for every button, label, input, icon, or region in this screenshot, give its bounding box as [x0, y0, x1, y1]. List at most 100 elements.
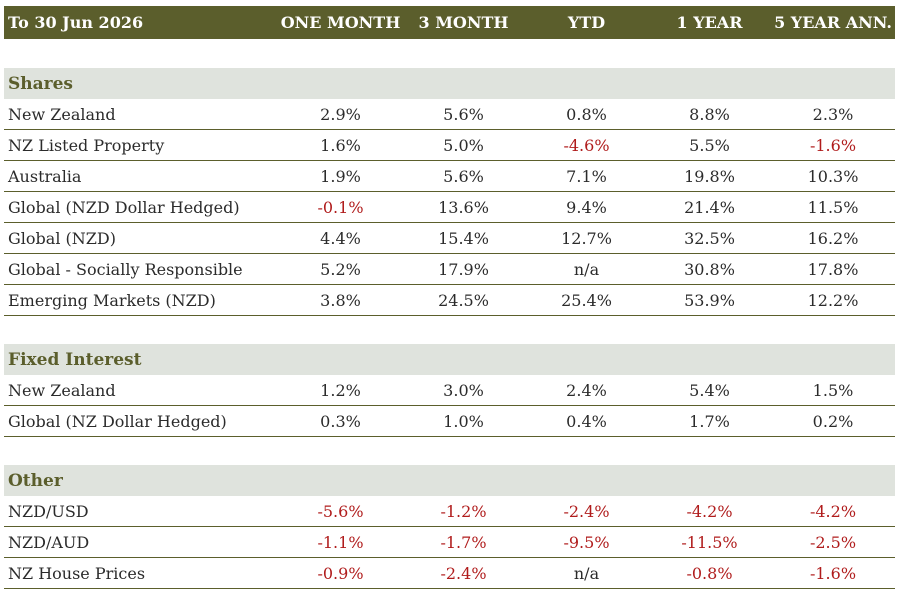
return-value-cell: 5.6%: [402, 99, 525, 130]
return-value-cell: -0.1%: [279, 191, 402, 223]
table-row: New Zealand 2.9% 5.6% 0.8% 8.8% 2.3%: [4, 99, 895, 130]
return-value-cell: 3.0%: [402, 375, 525, 406]
return-value-cell: 3.8%: [279, 284, 402, 316]
return-value-cell: -1.7%: [402, 526, 525, 558]
section-spacer: [4, 437, 895, 466]
return-value-cell: 15.4%: [402, 222, 525, 254]
row-label: Global (NZD Dollar Hedged): [4, 191, 279, 223]
section-spacer: [4, 316, 895, 345]
return-value-cell: 0.3%: [279, 405, 402, 437]
section-header-shares: Shares: [4, 68, 895, 99]
return-value-cell: -1.6%: [771, 129, 895, 161]
row-label: NZ House Prices: [4, 557, 279, 589]
return-value-cell: 2.3%: [771, 99, 895, 130]
row-label: New Zealand: [4, 375, 279, 406]
return-value-cell: 12.2%: [771, 284, 895, 316]
row-label: Australia: [4, 160, 279, 192]
row-label: Emerging Markets (NZD): [4, 284, 279, 316]
return-value-cell: -4.2%: [648, 496, 771, 527]
spacer-cell: [4, 316, 895, 345]
return-value-cell: -2.4%: [402, 557, 525, 589]
section-spacer: [4, 39, 895, 68]
table-row: Global (NZD Dollar Hedged) -0.1% 13.6% 9.4%…: [4, 191, 895, 223]
return-value-cell: 16.2%: [771, 222, 895, 254]
table-row: Global (NZ Dollar Hedged) 0.3% 1.0% 0.4% 1.7…: [4, 405, 895, 437]
return-value-cell: 5.4%: [648, 375, 771, 406]
column-header-1-year: 1 YEAR: [648, 6, 771, 39]
return-value-cell: 17.8%: [771, 253, 895, 285]
return-value-cell: 21.4%: [648, 191, 771, 223]
return-value-cell: 5.5%: [648, 129, 771, 161]
return-value-cell: -2.4%: [525, 496, 648, 527]
return-value-cell: -4.2%: [771, 496, 895, 527]
section-title: Fixed Interest: [4, 344, 895, 375]
row-label: Global - Socially Responsible: [4, 253, 279, 285]
period-date-label: To 30 Jun 2026: [4, 6, 279, 39]
return-value-cell: 13.6%: [402, 191, 525, 223]
table-row: Emerging Markets (NZD) 3.8% 24.5% 25.4% 53.9…: [4, 284, 895, 316]
table-row: NZ House Prices -0.9% -2.4% n/a -0.8% -1.6%: [4, 557, 895, 589]
return-value-cell: n/a: [525, 557, 648, 589]
return-value-cell: 0.4%: [525, 405, 648, 437]
return-value-cell: 12.7%: [525, 222, 648, 254]
spacer-cell: [4, 437, 895, 466]
section-header-fixed-interest: Fixed Interest: [4, 344, 895, 375]
column-header-5-year-ann: 5 YEAR ANN.: [771, 6, 895, 39]
row-label: NZD/USD: [4, 496, 279, 527]
return-value-cell: 5.0%: [402, 129, 525, 161]
return-value-cell: 19.8%: [648, 160, 771, 192]
return-value-cell: 1.2%: [279, 375, 402, 406]
return-value-cell: 30.8%: [648, 253, 771, 285]
row-label: Global (NZD): [4, 222, 279, 254]
column-header-3-month: 3 MONTH: [402, 6, 525, 39]
return-value-cell: -1.6%: [771, 557, 895, 589]
return-value-cell: 8.8%: [648, 99, 771, 130]
return-value-cell: 4.4%: [279, 222, 402, 254]
column-header-one-month: ONE MONTH: [279, 6, 402, 39]
row-label: New Zealand: [4, 99, 279, 130]
return-value-cell: -0.8%: [648, 557, 771, 589]
return-value-cell: 25.4%: [525, 284, 648, 316]
row-label: NZ Listed Property: [4, 129, 279, 161]
return-value-cell: n/a: [525, 253, 648, 285]
return-value-cell: 53.9%: [648, 284, 771, 316]
return-value-cell: 10.3%: [771, 160, 895, 192]
section-title: Shares: [4, 68, 895, 99]
return-value-cell: 11.5%: [771, 191, 895, 223]
return-value-cell: -9.5%: [525, 526, 648, 558]
table-row: NZD/USD -5.6% -1.2% -2.4% -4.2% -4.2%: [4, 496, 895, 527]
row-label: NZD/AUD: [4, 526, 279, 558]
return-value-cell: 5.2%: [279, 253, 402, 285]
return-value-cell: 2.9%: [279, 99, 402, 130]
column-header-ytd: YTD: [525, 6, 648, 39]
spacer-cell: [4, 39, 895, 68]
return-value-cell: 7.1%: [525, 160, 648, 192]
return-value-cell: -1.1%: [279, 526, 402, 558]
return-value-cell: 9.4%: [525, 191, 648, 223]
return-value-cell: 2.4%: [525, 375, 648, 406]
return-value-cell: 32.5%: [648, 222, 771, 254]
return-value-cell: 1.7%: [648, 405, 771, 437]
section-header-other: Other: [4, 465, 895, 496]
return-value-cell: -2.5%: [771, 526, 895, 558]
return-value-cell: 1.5%: [771, 375, 895, 406]
table-row: Global - Socially Responsible 5.2% 17.9% n/…: [4, 253, 895, 285]
return-value-cell: 1.9%: [279, 160, 402, 192]
return-value-cell: 1.6%: [279, 129, 402, 161]
returns-table: To 30 Jun 2026 ONE MONTH 3 MONTH YTD 1 Y…: [4, 6, 895, 589]
return-value-cell: 0.2%: [771, 405, 895, 437]
return-value-cell: -5.6%: [279, 496, 402, 527]
return-value-cell: -4.6%: [525, 129, 648, 161]
table-row: NZ Listed Property 1.6% 5.0% -4.6% 5.5% -1.6%: [4, 129, 895, 161]
table-row: Global (NZD) 4.4% 15.4% 12.7% 32.5% 16.2%: [4, 222, 895, 254]
table-row: New Zealand 1.2% 3.0% 2.4% 5.4% 1.5%: [4, 375, 895, 406]
table-row: NZD/AUD -1.1% -1.7% -9.5% -11.5% -2.5%: [4, 526, 895, 558]
table-row: Australia 1.9% 5.6% 7.1% 19.8% 10.3%: [4, 160, 895, 192]
return-value-cell: -0.9%: [279, 557, 402, 589]
return-value-cell: 1.0%: [402, 405, 525, 437]
return-value-cell: 24.5%: [402, 284, 525, 316]
return-value-cell: 17.9%: [402, 253, 525, 285]
return-value-cell: -1.2%: [402, 496, 525, 527]
return-value-cell: -11.5%: [648, 526, 771, 558]
row-label: Global (NZ Dollar Hedged): [4, 405, 279, 437]
